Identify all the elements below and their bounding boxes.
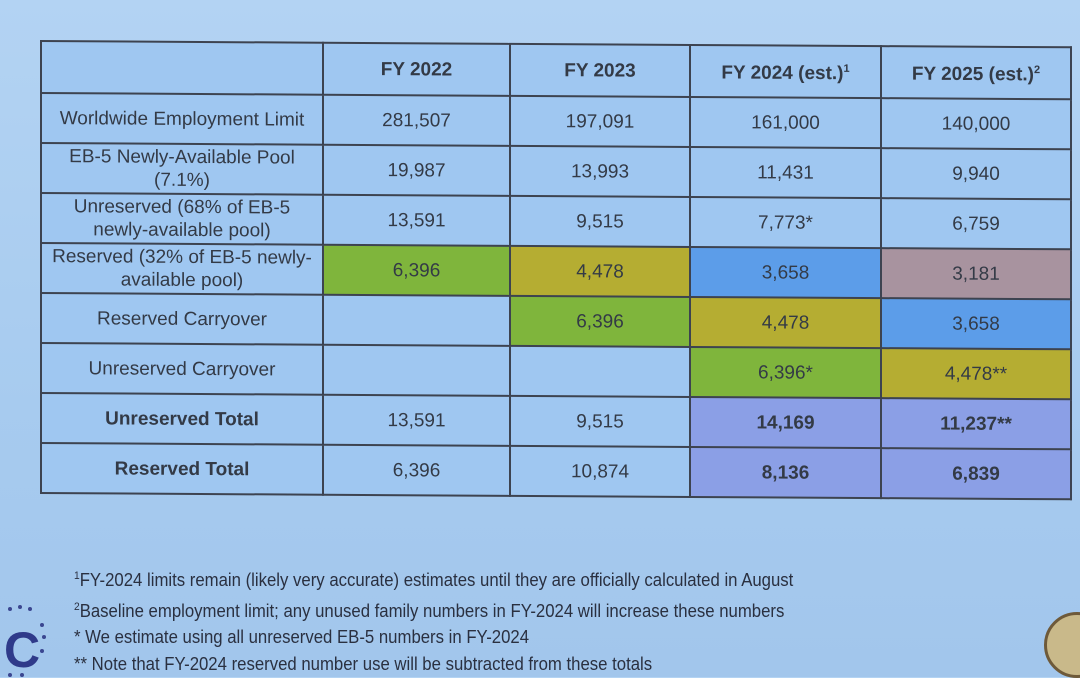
table-cell bbox=[323, 294, 510, 346]
table-cell: 19,987 bbox=[323, 144, 510, 196]
table-cell: 6,839 bbox=[881, 448, 1071, 500]
table-cell: 14,169 bbox=[690, 396, 881, 449]
row-label: Reserved Total bbox=[41, 443, 323, 495]
footnote: ** Note that FY-2024 reserved number use… bbox=[74, 651, 793, 678]
table-cell: 3,181 bbox=[881, 248, 1071, 300]
table-row: Reserved (32% of EB-5 newly-available po… bbox=[41, 243, 1071, 300]
header-text: FY 2024 (est.) bbox=[721, 62, 844, 85]
row-label: Unreserved (68% of EB-5 newly-available … bbox=[41, 193, 323, 245]
header-text: FY 2022 bbox=[380, 58, 453, 81]
table-cell: 9,515 bbox=[510, 395, 690, 447]
footnote-mark: 1 bbox=[74, 570, 80, 582]
table-cell: 3,658 bbox=[690, 246, 881, 299]
footnote: * We estimate using all unreserved EB-5 … bbox=[74, 624, 793, 651]
column-header: FY 2024 (est.)1 bbox=[690, 44, 881, 99]
row-label: Unreserved Total bbox=[41, 393, 323, 445]
table-cell: 197,091 bbox=[510, 95, 690, 147]
footnote-text: Baseline employment limit; any unused fa… bbox=[79, 600, 785, 621]
header-row: FY 2022 FY 2023 FY 2024 (est.)1 FY 2025 (es… bbox=[41, 41, 1071, 100]
table-cell: 4,478** bbox=[881, 348, 1071, 400]
column-header: FY 2023 bbox=[510, 43, 690, 97]
footnote-text: * We estimate using all unreserved EB-5 … bbox=[74, 627, 530, 647]
table-cell: 13,591 bbox=[323, 194, 510, 246]
footnote: 2Baseline employment limit; any unused f… bbox=[74, 594, 793, 625]
table-cell: 7,773* bbox=[690, 196, 881, 249]
column-header bbox=[41, 41, 323, 95]
table-cell: 140,000 bbox=[881, 98, 1071, 150]
table-row: EB-5 Newly-Available Pool (7.1%) 19,987 13… bbox=[41, 143, 1071, 200]
table-cell: 6,396* bbox=[690, 346, 881, 399]
column-header: FY 2022 bbox=[323, 42, 510, 96]
table-cell: 11,431 bbox=[690, 146, 881, 199]
table-cell: 4,478 bbox=[510, 245, 690, 297]
row-label: Unreserved Carryover bbox=[41, 343, 323, 395]
table-cell: 13,993 bbox=[510, 145, 690, 197]
footnote-text: FY-2024 limits remain (likely very accur… bbox=[79, 570, 794, 590]
government-seal bbox=[1044, 612, 1080, 678]
table-cell: 3,658 bbox=[881, 298, 1071, 350]
table-cell: 4,478 bbox=[690, 296, 881, 349]
svg-text:C: C bbox=[4, 622, 40, 677]
footnote-mark: 2 bbox=[74, 600, 80, 613]
table-cell bbox=[510, 345, 690, 397]
table-row: Reserved Total 6,396 10,874 8,136 6,839 bbox=[41, 443, 1071, 500]
table-cell: 6,759 bbox=[881, 198, 1071, 250]
footnotes: 1FY-2024 limits remain (likely very accu… bbox=[74, 563, 793, 677]
header-text: FY 2023 bbox=[564, 59, 636, 82]
column-header: FY 2025 (est.)2 bbox=[881, 46, 1071, 100]
table-row: Unreserved Carryover 6,396* 4,478** bbox=[41, 343, 1071, 400]
table-cell: 6,396 bbox=[323, 444, 510, 496]
eb5-visa-table: FY 2022 FY 2023 FY 2024 (est.)1 FY 2025 (es… bbox=[40, 40, 1072, 500]
row-label: Worldwide Employment Limit bbox=[41, 93, 323, 145]
header-text: FY 2025 (est.) bbox=[911, 63, 1035, 86]
table-cell: 11,237** bbox=[881, 398, 1071, 450]
row-label: EB-5 Newly-Available Pool (7.1%) bbox=[41, 143, 323, 195]
table-cell: 8,136 bbox=[690, 446, 881, 499]
footnote: 1FY-2024 limits remain (likely very accu… bbox=[74, 563, 793, 594]
table-cell bbox=[323, 344, 510, 396]
footnote-mark: 1 bbox=[843, 63, 850, 76]
footnote-mark: 2 bbox=[1034, 64, 1041, 77]
row-label: Reserved (32% of EB-5 newly-available po… bbox=[41, 243, 323, 295]
row-label: Reserved Carryover bbox=[41, 293, 323, 345]
table-row: Reserved Carryover 6,396 4,478 3,658 bbox=[41, 293, 1071, 350]
table-cell: 10,874 bbox=[510, 445, 690, 497]
table-cell: 161,000 bbox=[690, 96, 881, 149]
company-logo: C bbox=[4, 605, 46, 677]
table-cell: 281,507 bbox=[323, 94, 510, 146]
table-row: Unreserved Total 13,591 9,515 14,169 11,237*… bbox=[41, 393, 1071, 450]
table-cell: 6,396 bbox=[323, 244, 510, 296]
table-cell: 9,515 bbox=[510, 195, 690, 247]
table-cell: 9,940 bbox=[881, 148, 1071, 200]
table-row: Unreserved (68% of EB-5 newly-available … bbox=[41, 193, 1071, 250]
table-cell: 13,591 bbox=[323, 394, 510, 446]
table-row: Worldwide Employment Limit 281,507 197,091… bbox=[41, 93, 1071, 150]
table-cell: 6,396 bbox=[510, 295, 690, 347]
footnote-text: ** Note that FY-2024 reserved number use… bbox=[74, 653, 653, 674]
